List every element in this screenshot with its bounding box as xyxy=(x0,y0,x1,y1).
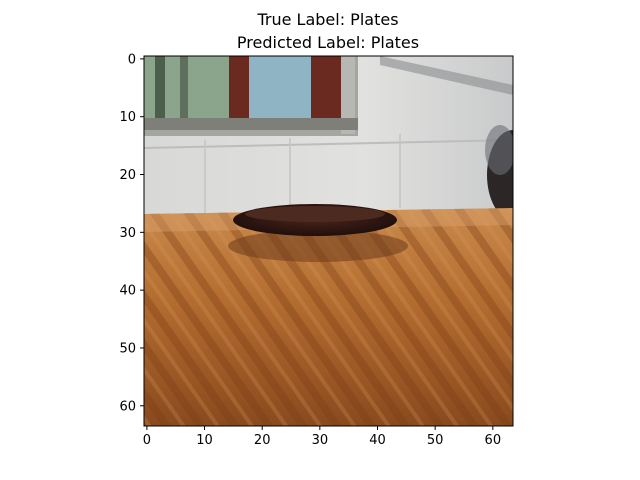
window xyxy=(144,56,358,136)
table-grain xyxy=(144,208,513,426)
y-tick-label: 30 xyxy=(119,226,136,241)
title-predicted-label: Predicted Label: Plates xyxy=(236,33,420,52)
x-tick-label: 60 xyxy=(485,433,502,448)
wall-shadow xyxy=(380,56,513,95)
x-axis: 0 10 20 30 40 50 60 xyxy=(143,426,501,448)
y-tick-label: 0 xyxy=(128,52,136,67)
plate-rim xyxy=(245,206,385,222)
y-tick-label: 40 xyxy=(119,284,136,299)
photo xyxy=(144,56,513,426)
y-axis: 0 10 20 30 40 50 60 xyxy=(119,52,144,414)
y-tick-label: 60 xyxy=(119,399,136,414)
x-tick-label: 10 xyxy=(196,433,213,448)
y-tick-label: 20 xyxy=(119,168,136,183)
title-true-label: True Label: Plates xyxy=(257,10,399,29)
x-tick-label: 30 xyxy=(312,433,329,448)
y-tick-label: 10 xyxy=(119,110,136,125)
x-tick-label: 20 xyxy=(254,433,271,448)
x-tick-label: 0 xyxy=(143,433,151,448)
dark-object-highlight xyxy=(485,125,513,175)
x-tick-label: 50 xyxy=(427,433,444,448)
x-tick-label: 40 xyxy=(369,433,386,448)
axes-frame xyxy=(143,55,514,427)
y-tick-label: 50 xyxy=(119,341,136,356)
plate-reflection xyxy=(228,230,408,262)
